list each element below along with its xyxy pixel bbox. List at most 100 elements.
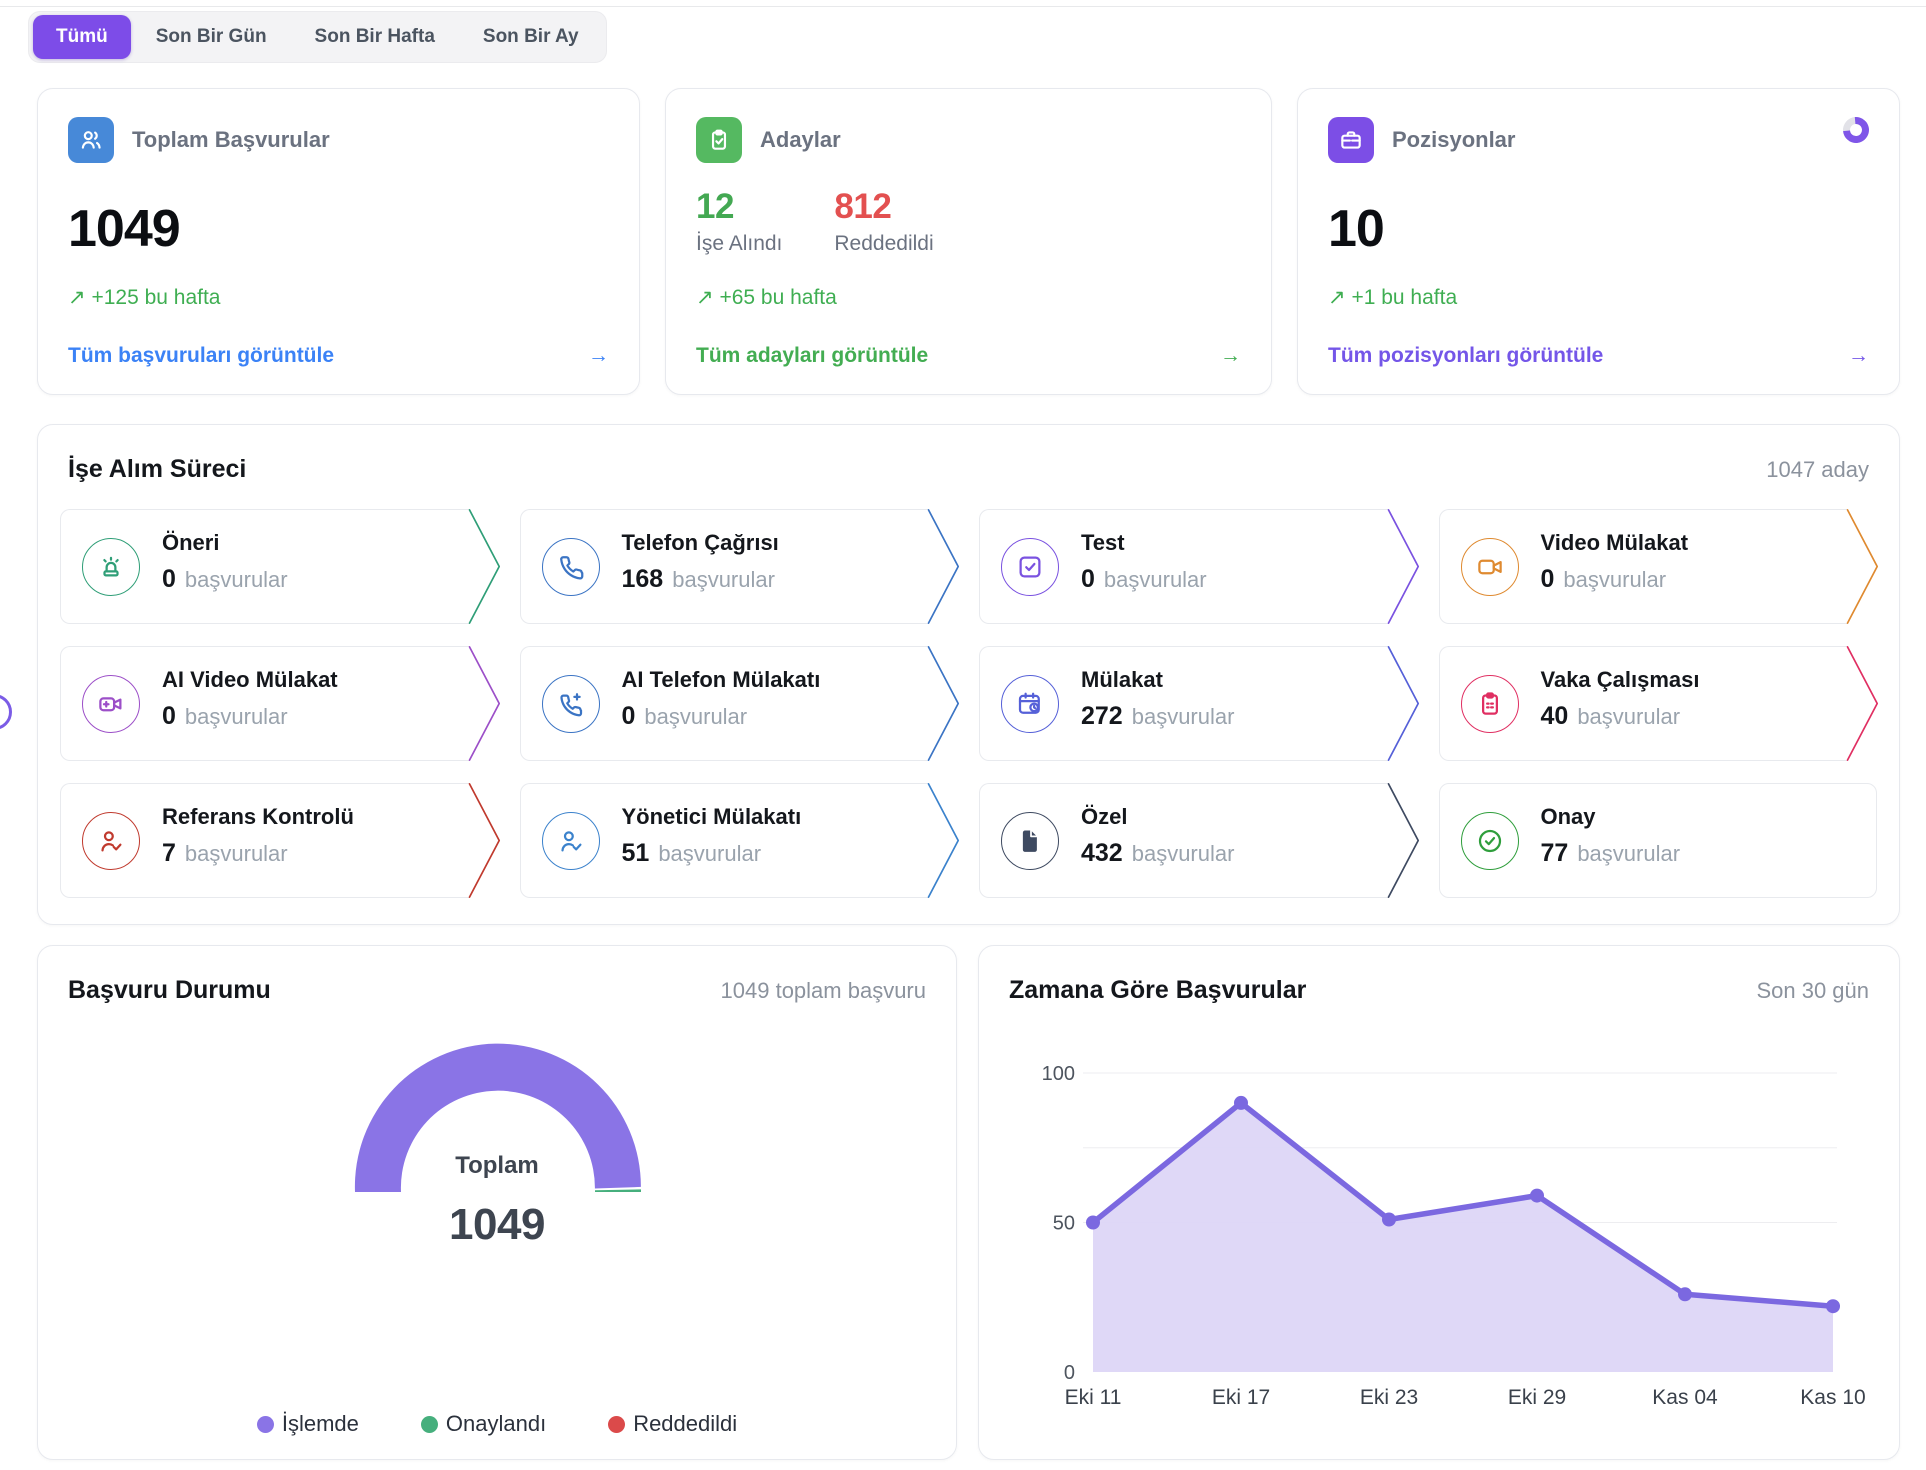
pipeline-stage-referans-kontrolu[interactable]: Referans Kontrolü 7 başvurular [60,783,500,898]
trend-up-icon: ↗ [68,286,86,309]
trend-up-icon: ↗ [696,286,714,309]
candidates-card: Adaylar 12 İşe Alındı 812 Reddedildi ↗ +… [665,88,1272,395]
pipeline-stage-video-mulakat[interactable]: Video Mülakat 0 başvurular [1438,509,1879,624]
view-all-positions-link[interactable]: Tüm pozisyonları görüntüle → [1328,344,1869,367]
stage-name: AI Telefon Mülakatı [621,667,821,692]
check-square-icon [1001,537,1059,596]
stage-name: Referans Kontrolü [162,804,354,829]
hired-stat: 12 İşe Alındı [696,187,782,256]
stage-name: Öneri [162,530,220,555]
clipboard-check-icon [696,117,742,163]
stage-arrow-icon [468,646,500,761]
pipeline-stage-telefon-cagrisi[interactable]: Telefon Çağrısı 168 başvurular [519,509,960,624]
view-all-candidates-link[interactable]: Tüm adayları görüntüle → [696,344,1241,367]
card-header: Adaylar [696,117,1241,163]
stage-text: Özel 432 başvurular [1081,804,1234,868]
positions-card: Pozisyonlar 10 ↗ +1 bu hafta Tüm pozisyo… [1297,88,1900,395]
stage-text: Vaka Çalışması 40 başvurular [1541,667,1700,731]
pipeline-stage-ai-telefon-mulakati[interactable]: AI Telefon Mülakatı 0 başvurular [519,646,960,761]
stage-name: Onay [1540,804,1596,829]
stage-count: 7 başvurular [162,839,288,867]
siren-icon [82,537,140,596]
pipeline-stage-yonetici-mulakati[interactable]: Yönetici Mülakatı 51 başvurular [519,783,960,898]
stage-arrow-icon [927,646,960,761]
time-chart-range: Son 30 gün [1756,977,1869,1003]
time-chart-header: Zamana Göre Başvurular Son 30 gün [979,946,1899,1005]
legend-dot [420,1415,438,1433]
gauge-center-label: Toplam [455,1152,539,1179]
hired-count: 12 [696,187,734,226]
stage-name: Telefon Çağrısı [621,530,779,555]
total-applications-card: Toplam Başvurular 1049 ↗ +125 bu hafta T… [37,88,640,395]
stage-count: 0 başvurular [162,702,288,730]
view-all-applications-link[interactable]: Tüm başvuruları görüntüle → [68,344,609,367]
weekly-delta: ↗ +1 bu hafta [1328,286,1458,309]
stage-count: 51 başvurular [621,839,762,867]
pipeline-stage-ai-video-mulakat[interactable]: AI Video Mülakat 0 başvurular [60,646,500,761]
stage-count: 77 başvurular [1540,839,1681,867]
status-legend: İşlemde Onaylandı Reddedildi [38,1411,956,1437]
svg-text:Eki 23: Eki 23 [1360,1386,1418,1409]
card-title: Toplam Başvurular [132,127,330,152]
pipeline-stage-oneri[interactable]: Öneri 0 başvurular [60,509,500,624]
svg-text:Kas 10: Kas 10 [1800,1386,1865,1409]
trend-up-icon: ↗ [1328,286,1346,309]
stage-arrow-icon [1387,783,1419,898]
filter-tab-last-day[interactable]: Son Bir Gün [133,15,290,59]
filter-tab-last-week[interactable]: Son Bir Hafta [292,15,458,59]
pipeline-title: İşe Alım Süreci [68,455,247,483]
pipeline-stage-ozel[interactable]: Özel 432 başvurular [979,783,1419,898]
applications-line-chart: 0 50 100 Eki 11 Eki 17 Eki 23 Eki 29 Kas 04 Kas … [1042,1063,1866,1409]
filter-tab-last-month[interactable]: Son Bir Ay [460,15,602,59]
legend-item-reddedildi[interactable]: Reddedildi [608,1411,737,1437]
card-title: Adaylar [760,127,841,152]
stage-text: Öneri 0 başvurular [162,530,288,594]
positions-value: 10 [1328,200,1385,258]
svg-text:Eki 11: Eki 11 [1065,1386,1122,1409]
stage-count: 272 başvurular [1081,702,1235,730]
legend-item-onaylandi[interactable]: Onaylandı [420,1411,546,1437]
phone-plus-icon [541,674,600,733]
pipeline-stage-mulakat[interactable]: Mülakat 272 başvurular [979,646,1419,761]
users-icon [68,117,114,163]
stage-arrow-icon [1846,509,1879,624]
legend-item-islemde[interactable]: İşlemde [256,1411,359,1437]
rejected-label: Reddedildi [834,232,934,255]
stage-name: Vaka Çalışması [1540,667,1700,692]
pipeline-stage-onay[interactable]: Onay 77 başvurular [1438,783,1877,898]
user-check-icon [541,811,600,870]
video-icon [1460,537,1519,596]
stage-name: AI Video Mülakat [162,667,338,692]
stage-arrow-icon [1387,509,1419,624]
stage-count: 0 başvurular [621,702,748,730]
svg-text:0: 0 [1064,1362,1075,1384]
user-check-icon [82,811,140,870]
rejected-count: 812 [834,187,892,226]
scroll-prev-button[interactable] [0,694,12,730]
pipeline-stage-test[interactable]: Test 0 başvurular [979,509,1419,624]
stage-text: Telefon Çağrısı 168 başvurular [622,530,779,594]
legend-label: Reddedildi [633,1411,738,1436]
stage-count: 0 başvurular [1081,565,1207,593]
stage-arrow-icon [1387,646,1419,761]
stage-text: AI Telefon Mülakatı 0 başvurular [622,667,821,731]
weekly-delta: ↗ +65 bu hafta [696,286,837,309]
pipeline-stage-vaka-calismasi[interactable]: Vaka Çalışması 40 başvurular [1438,646,1879,761]
arrow-right-icon: → [1848,344,1869,367]
stage-arrow-icon [1846,646,1879,761]
stage-text: Test 0 başvurular [1081,530,1207,594]
svg-text:Eki 29: Eki 29 [1508,1386,1566,1409]
stage-text: Onay 77 başvurular [1541,804,1681,868]
check-circle-icon [1460,811,1519,870]
stage-text: Mülakat 272 başvurular [1081,667,1234,731]
filter-tab-all[interactable]: Tümü [33,15,131,59]
stage-text: Referans Kontrolü 7 başvurular [162,804,354,868]
status-chart-title: Başvuru Durumu [68,976,271,1004]
stage-name: Video Mülakat [1540,530,1689,555]
stage-arrow-icon [468,509,500,624]
weekly-delta: ↗ +125 bu hafta [68,286,221,309]
phone-icon [541,537,600,596]
pipeline-total-candidates: 1047 aday [1766,456,1869,482]
stage-name: Yönetici Mülakatı [621,804,802,829]
stat-cards-row: Toplam Başvurular 1049 ↗ +125 bu hafta T… [37,88,1900,395]
